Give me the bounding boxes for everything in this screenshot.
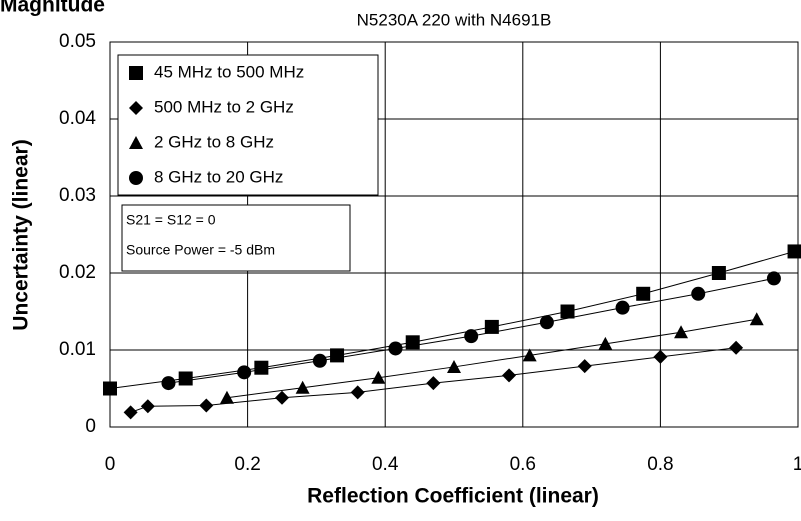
point — [219, 390, 234, 404]
point — [129, 101, 143, 115]
y-axis-label: Uncertainty (linear) — [10, 139, 33, 330]
x-tick-label: 0 — [105, 454, 116, 475]
point — [674, 325, 689, 339]
chart-title: N5230A 220 with N4691B — [357, 10, 552, 29]
point — [350, 385, 365, 400]
point — [711, 266, 726, 280]
y-tick-label: 0.05 — [59, 31, 96, 52]
point — [522, 348, 537, 362]
point — [598, 336, 613, 350]
point — [330, 348, 345, 363]
point — [636, 286, 651, 301]
point — [464, 329, 479, 344]
heading: Magnitude — [0, 0, 105, 17]
annotation: S21 = S12 = 0 — [126, 212, 216, 228]
series-line — [130, 347, 737, 413]
point — [787, 244, 801, 259]
point — [484, 319, 499, 334]
point — [749, 312, 764, 326]
point — [577, 359, 592, 374]
x-tick-label: 0.6 — [510, 454, 536, 475]
series-line — [226, 318, 757, 399]
point — [371, 370, 386, 384]
point — [140, 399, 155, 414]
point — [615, 300, 630, 315]
legend-label: 500 MHz to 2 GHz — [154, 97, 294, 116]
point — [178, 371, 193, 386]
point — [729, 340, 744, 355]
annotation: Source Power = -5 dBm — [126, 242, 275, 258]
y-tick-label: 0.02 — [59, 262, 96, 283]
point — [766, 271, 781, 286]
point — [123, 405, 138, 420]
y-tick-label: 0.04 — [59, 108, 96, 129]
point — [103, 381, 117, 396]
series-line — [109, 250, 795, 389]
point — [161, 376, 176, 391]
point — [426, 376, 441, 391]
y-tick-label: 0.01 — [59, 339, 96, 360]
x-tick-label: 0.4 — [372, 454, 399, 475]
x-axis-label: Reflection Coefficient (linear) — [307, 485, 599, 508]
point — [447, 359, 461, 373]
point — [405, 335, 420, 350]
point — [312, 353, 327, 368]
point — [129, 136, 143, 149]
point — [295, 380, 310, 394]
point — [254, 360, 269, 375]
point — [691, 286, 706, 301]
y-tick-label: 0.03 — [59, 185, 96, 206]
x-tick-label: 0.8 — [647, 454, 673, 475]
point — [653, 349, 668, 364]
legend-label: 2 GHz to 8 GHz — [154, 132, 274, 151]
legend-box — [117, 54, 379, 196]
x-tick-label: 1 — [793, 454, 801, 475]
legend-label: 45 MHz to 500 MHz — [154, 62, 304, 81]
point — [502, 368, 517, 383]
point — [560, 304, 575, 319]
point — [275, 390, 289, 405]
x-tick-label: 0.2 — [234, 454, 260, 475]
legend-label: 8 GHz to 20 GHz — [154, 167, 283, 186]
y-tick-label: 0 — [85, 416, 96, 437]
point — [237, 365, 252, 380]
point — [199, 398, 214, 413]
point — [388, 341, 403, 356]
point — [539, 315, 554, 330]
note-box — [121, 204, 351, 272]
point — [129, 66, 143, 80]
point — [129, 171, 143, 185]
